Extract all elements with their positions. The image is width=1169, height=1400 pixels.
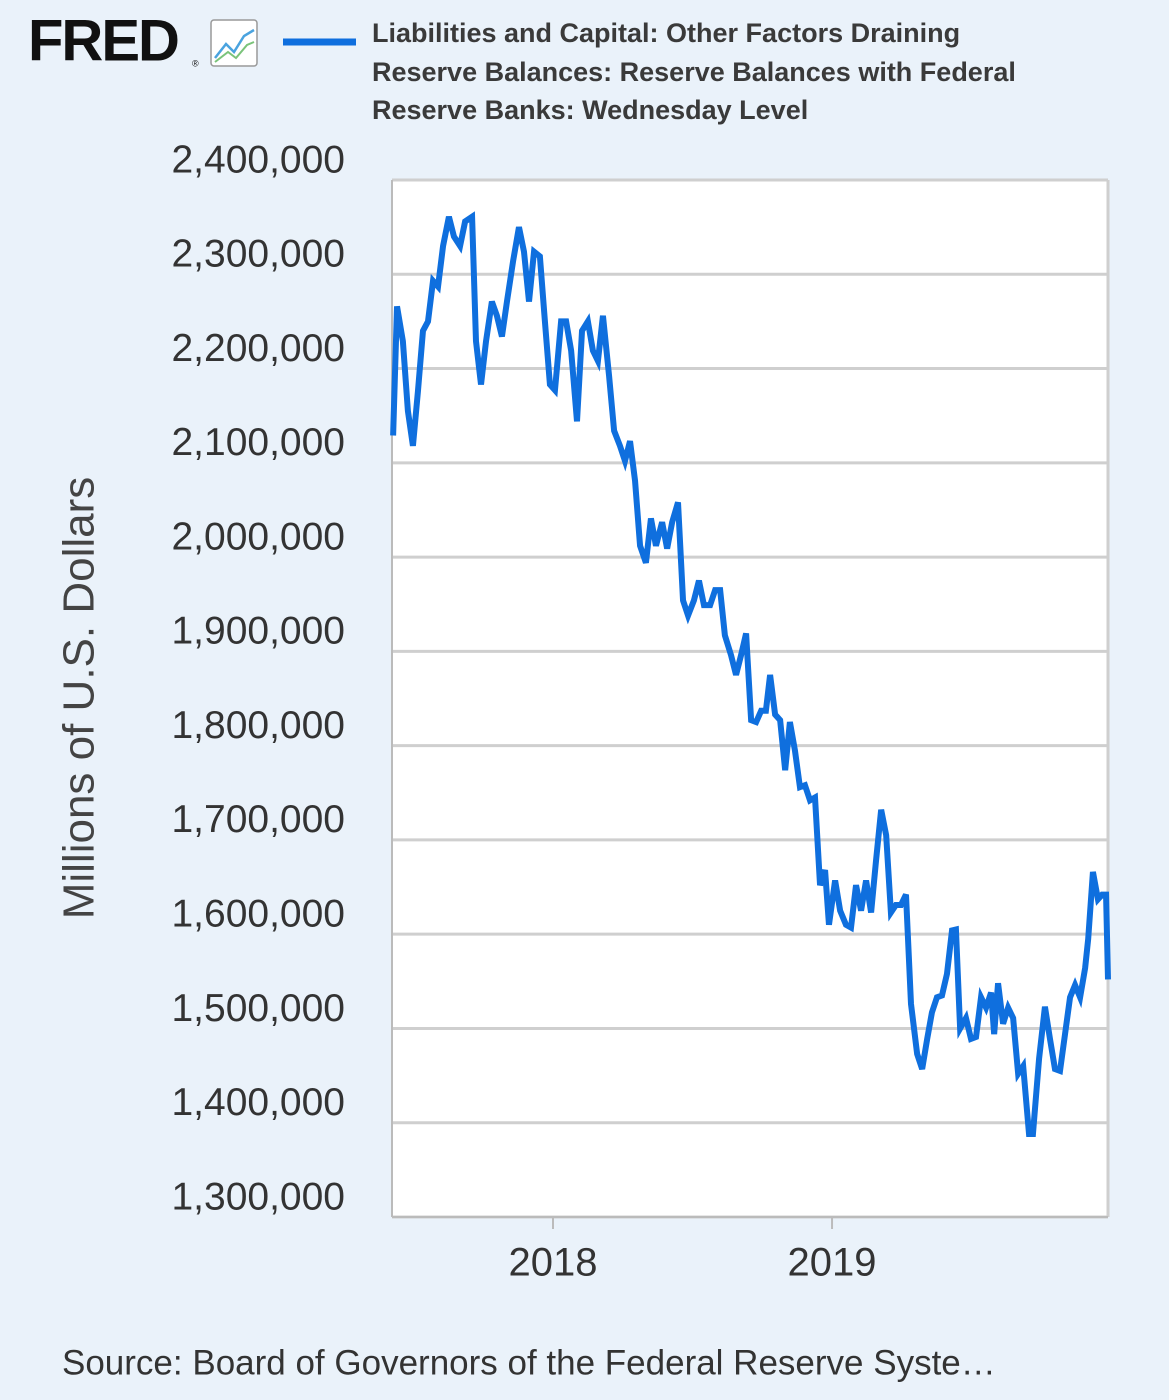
logo-mark: ® <box>192 58 199 68</box>
y-axis-title: Millions of U.S. Dollars <box>55 477 104 920</box>
y-tick-label: 2,300,000 <box>171 233 345 276</box>
logo: FRED <box>28 8 178 73</box>
y-tick-label: 1,500,000 <box>171 987 345 1030</box>
y-tick-label: 2,400,000 <box>171 138 345 181</box>
x-tick-label: 2018 <box>509 1241 598 1285</box>
y-tick-label: 1,300,000 <box>171 1175 345 1218</box>
x-tick-label: 2019 <box>788 1241 877 1285</box>
y-tick-label: 1,900,000 <box>171 610 345 653</box>
logo-icon <box>210 19 258 67</box>
series-line <box>390 211 1111 1138</box>
logo-icon-line <box>214 41 255 63</box>
y-tick-label: 2,100,000 <box>171 421 345 464</box>
y-tick-label: 1,800,000 <box>171 704 345 747</box>
y-tick-label: 2,200,000 <box>171 327 345 370</box>
legend-label: Liabilities and Capital: Other Factors D… <box>372 18 1016 125</box>
logo-icon-line <box>214 28 255 59</box>
y-tick-label: 1,600,000 <box>171 892 345 935</box>
source: Source: Board of Governors of the Federa… <box>62 1343 996 1382</box>
y-tick-label: 1,400,000 <box>171 1081 345 1124</box>
y-tick-label: 2,000,000 <box>171 515 345 558</box>
y-tick-label: 1,700,000 <box>171 798 345 841</box>
